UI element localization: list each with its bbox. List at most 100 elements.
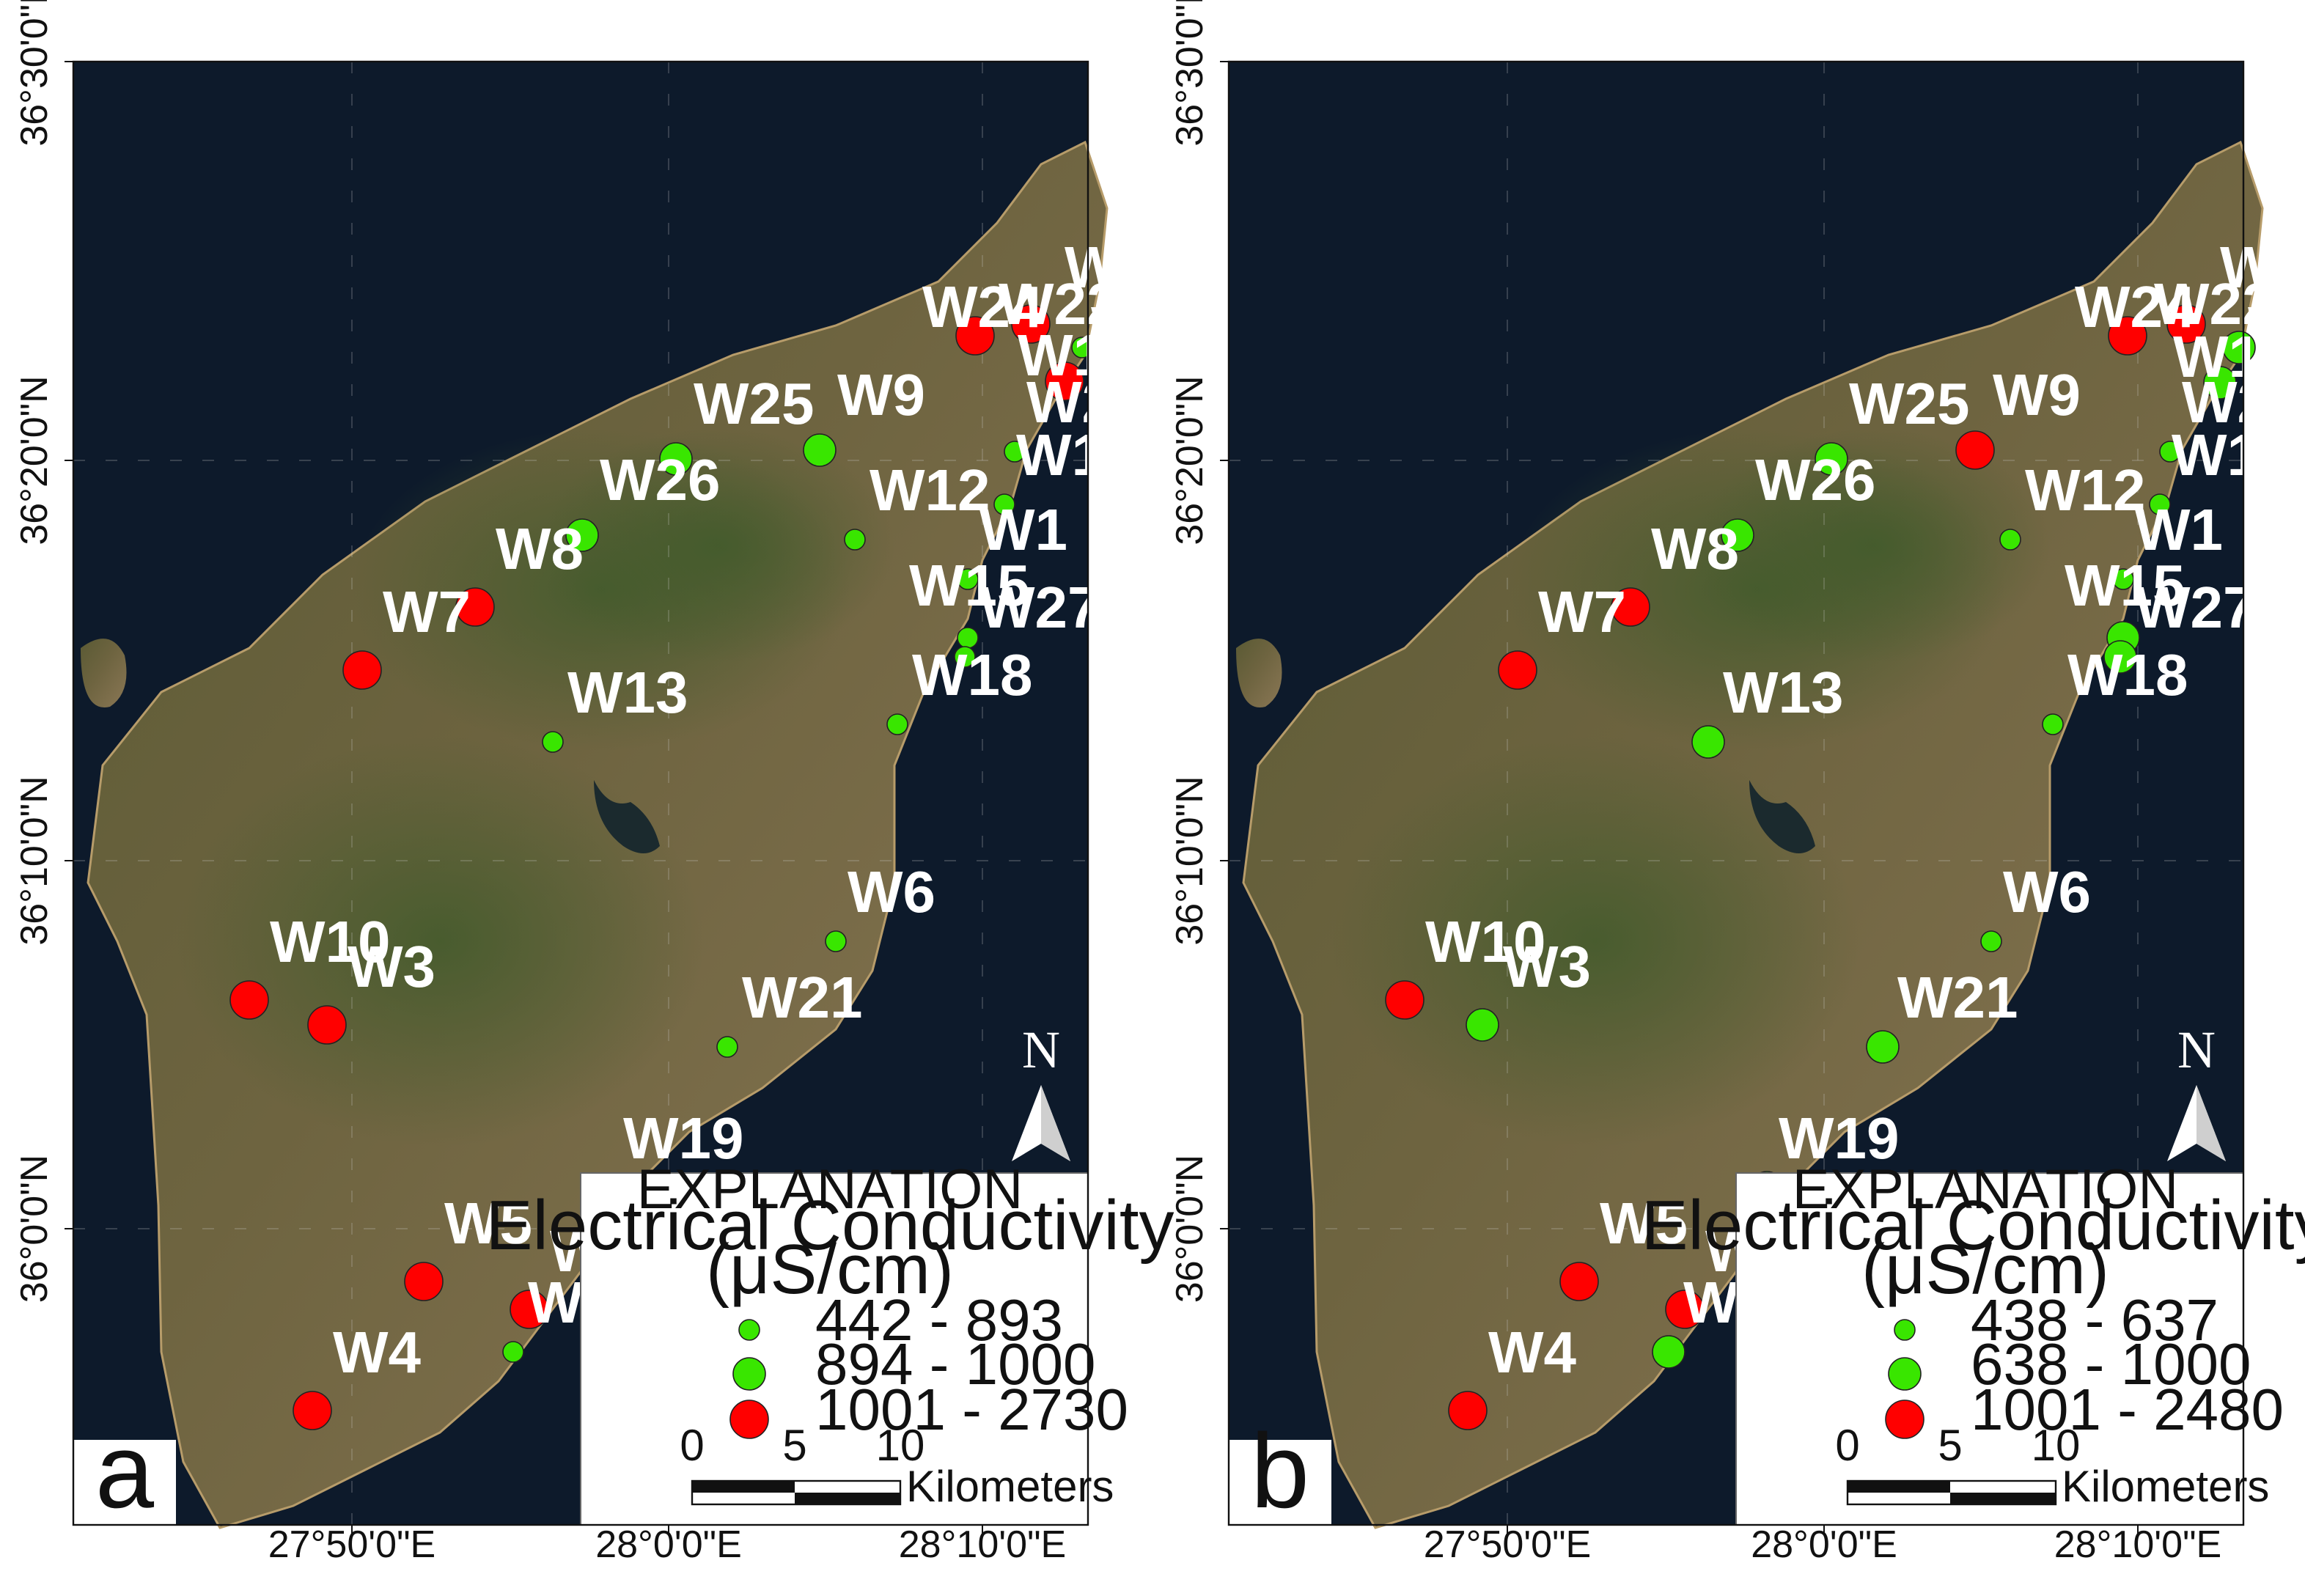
well-marker-w2 xyxy=(1004,441,1026,463)
well-marker-w4 xyxy=(293,1391,332,1430)
lat-label: 36°10'0"N xyxy=(1169,776,1211,945)
well-label-w19: W19 xyxy=(1779,1106,1900,1171)
well-label-w25: W25 xyxy=(1849,371,1970,436)
well-label-w27: W27 xyxy=(2135,575,2256,640)
panel-label-box xyxy=(73,1440,176,1525)
legend-range-medium: 894 - 1000 xyxy=(815,1331,1096,1397)
well-marker-w4 xyxy=(1448,1391,1488,1430)
islet xyxy=(1236,639,1282,707)
well-label-w18: W18 xyxy=(2067,642,2188,707)
well-marker-w5 xyxy=(404,1262,444,1301)
well-label-w19: W19 xyxy=(623,1106,744,1171)
well-marker-w24 xyxy=(955,316,995,356)
lon-label: 27°50'0"E xyxy=(268,1523,435,1566)
well-marker-w10 xyxy=(229,980,269,1020)
legend-symbol-medium xyxy=(732,1357,766,1391)
legend-symbol-high xyxy=(729,1400,769,1439)
well-marker-w9 xyxy=(803,433,837,467)
well-label-w26: W26 xyxy=(1755,447,1876,512)
well-marker-w8 xyxy=(1611,587,1650,627)
well-label-w1: W1 xyxy=(2135,497,2223,562)
well-label-w12: W12 xyxy=(870,457,990,523)
well-marker-w18 xyxy=(886,713,908,735)
well-marker-w24 xyxy=(2108,316,2147,356)
legend-title: Electrical Conductivity xyxy=(1642,1186,2305,1265)
lat-label: 36°30'0"N xyxy=(13,0,56,147)
well-label-w8: W8 xyxy=(1651,516,1739,581)
lon-label: 28°10'0"E xyxy=(899,1523,1066,1566)
vegetation-patch xyxy=(1331,736,1859,1147)
scale-tick-label: 10 xyxy=(876,1421,925,1470)
well-label-w3: W3 xyxy=(1503,934,1591,999)
well-label-w4: W4 xyxy=(1488,1320,1577,1385)
lon-label: 28°0'0"E xyxy=(595,1523,742,1566)
scale-tick-label: 5 xyxy=(1938,1421,1962,1470)
panel-letter: b xyxy=(1251,1412,1309,1530)
well-label-w24: W24 xyxy=(922,274,1043,339)
legend-title: Electrical Conductivity xyxy=(486,1186,1174,1265)
vegetation-patch xyxy=(1698,428,2050,663)
scale-tick-label: 10 xyxy=(2032,1421,2081,1470)
well-label-w22: W22 xyxy=(999,271,1120,337)
legend-range-high: 1001 - 2730 xyxy=(815,1377,1128,1442)
well-marker-w27 xyxy=(2103,640,2137,674)
legend-range-small: 442 - 893 xyxy=(815,1287,1063,1353)
legend-box xyxy=(1735,1172,2244,1526)
well-marker-w14 xyxy=(2149,493,2171,515)
scale-segment xyxy=(692,1481,795,1493)
well-marker-w17 xyxy=(2222,331,2256,364)
well-marker-w13 xyxy=(542,731,564,753)
well-label-w7: W7 xyxy=(1538,579,1626,644)
well-label-w15: W15 xyxy=(2065,553,2185,618)
well-label-w21: W21 xyxy=(1897,965,2018,1030)
well-marker-w13 xyxy=(1691,725,1725,759)
north-label: N xyxy=(2177,1021,2216,1079)
map-panel-a: 36°30'0"N 36°20'0"N 36°10'0"N 36°0'0"N 27°50… xyxy=(13,0,1212,1566)
legend-unit: (μS/cm) xyxy=(706,1230,954,1309)
well-marker-w26 xyxy=(565,518,599,552)
lon-label: 27°50'0"E xyxy=(1424,1523,1591,1566)
well-label-w7: W7 xyxy=(383,579,471,644)
lat-label: 36°20'0"N xyxy=(1169,375,1211,545)
well-marker-w12 xyxy=(844,529,866,551)
well-label-w16: W16 xyxy=(2173,324,2294,389)
islet xyxy=(81,639,127,707)
well-label-w17: W17 xyxy=(1091,295,1212,360)
vegetation-patch xyxy=(543,428,894,663)
lat-label: 36°20'0"N xyxy=(13,375,56,545)
well-marker-w22 xyxy=(1011,304,1051,344)
well-marker-w16 xyxy=(2203,366,2237,400)
well-marker-w7 xyxy=(342,650,382,690)
scale-unit: Kilometers xyxy=(2062,1462,2269,1511)
well-label-w23: W23 xyxy=(1065,235,1185,300)
vegetation-patch xyxy=(176,736,704,1147)
lat-label: 36°0'0"N xyxy=(13,1155,56,1303)
well-marker-w1 xyxy=(957,568,979,590)
well-label-w17: W17 xyxy=(2248,295,2305,360)
well-label-w6: W6 xyxy=(848,859,935,924)
well-label-w13: W13 xyxy=(1723,660,1844,725)
well-label-w27: W27 xyxy=(979,575,1100,640)
north-label: N xyxy=(1022,1021,1060,1079)
well-marker-w16 xyxy=(1045,361,1084,401)
lat-label: 36°0'0"N xyxy=(1169,1155,1211,1303)
well-label-w8: W8 xyxy=(496,516,584,581)
legend-heading: EXPLANATION xyxy=(1793,1158,2179,1221)
well-label-w26: W26 xyxy=(600,447,721,512)
well-marker-w5 xyxy=(1559,1262,1599,1301)
panel-label: a xyxy=(73,1412,176,1530)
legend-range-small: 438 - 637 xyxy=(1971,1287,2218,1353)
well-label-w18: W18 xyxy=(912,642,1033,707)
well-label-w15: W15 xyxy=(909,553,1030,618)
scale-segment xyxy=(1950,1493,2056,1504)
well-marker-w3 xyxy=(1466,1008,1499,1042)
well-label-w6: W6 xyxy=(2003,859,2091,924)
scale-tick-label: 0 xyxy=(680,1421,704,1470)
well-label-w24: W24 xyxy=(2075,274,2196,339)
well-marker-w11 xyxy=(502,1341,524,1363)
well-marker-w7 xyxy=(1498,650,1537,690)
scale-segment xyxy=(1848,1481,1950,1493)
